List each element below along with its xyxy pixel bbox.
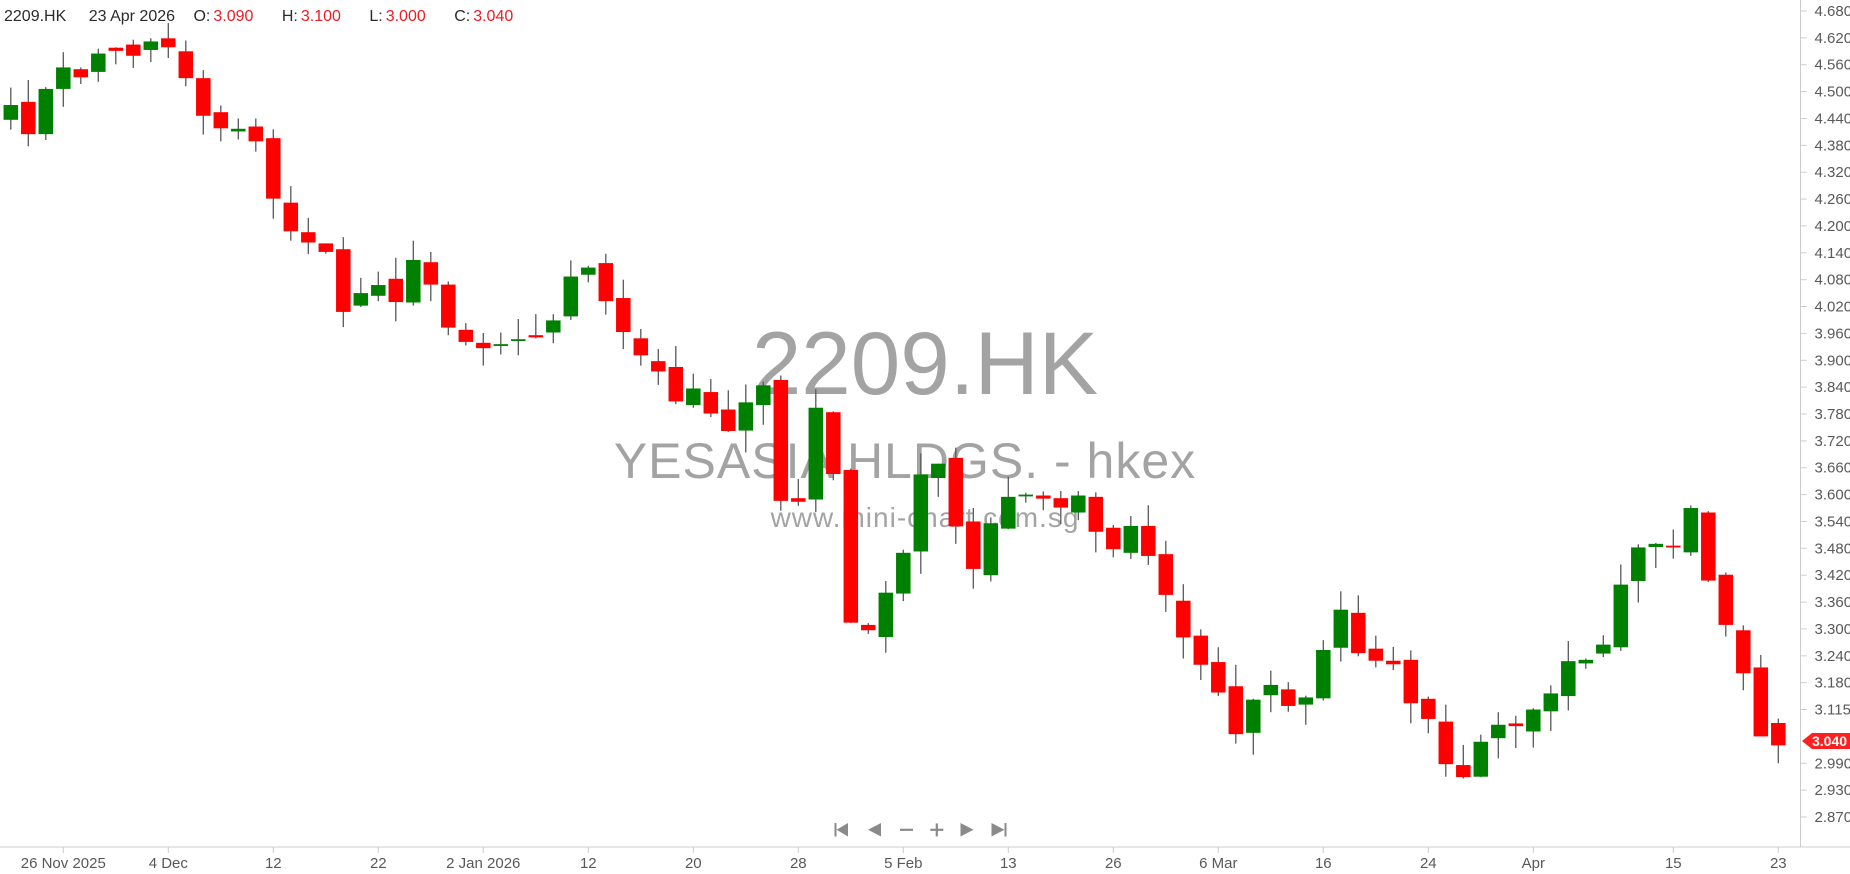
- svg-text:3.720: 3.720: [1815, 433, 1850, 450]
- svg-text:26 Nov 2025: 26 Nov 2025: [21, 855, 106, 872]
- svg-text:3.240: 3.240: [1815, 648, 1850, 665]
- svg-text:28: 28: [790, 855, 807, 872]
- svg-text:15: 15: [1665, 855, 1682, 872]
- svg-text:6 Mar: 6 Mar: [1199, 855, 1237, 872]
- svg-text:3.300: 3.300: [1815, 621, 1850, 638]
- svg-text:3.360: 3.360: [1815, 594, 1850, 611]
- svg-text:3.115: 3.115: [1815, 702, 1850, 719]
- svg-text:3.900: 3.900: [1815, 352, 1850, 369]
- svg-text:4.500: 4.500: [1815, 84, 1850, 101]
- svg-text:4.200: 4.200: [1815, 218, 1850, 235]
- svg-text:3.540: 3.540: [1815, 514, 1850, 531]
- svg-text:4 Dec: 4 Dec: [149, 855, 189, 872]
- svg-text:4.440: 4.440: [1815, 111, 1850, 128]
- svg-text:4.260: 4.260: [1815, 191, 1850, 208]
- svg-text:3.600: 3.600: [1815, 487, 1850, 504]
- svg-text:Apr: Apr: [1522, 855, 1545, 872]
- svg-text:4.560: 4.560: [1815, 57, 1850, 74]
- svg-text:23: 23: [1770, 855, 1787, 872]
- svg-text:13: 13: [1000, 855, 1017, 872]
- svg-text:5 Feb: 5 Feb: [884, 855, 922, 872]
- svg-text:26: 26: [1105, 855, 1122, 872]
- svg-text:3.180: 3.180: [1815, 675, 1850, 692]
- svg-text:2.990: 2.990: [1815, 755, 1850, 772]
- svg-text:4.680: 4.680: [1815, 3, 1850, 20]
- svg-text:4.140: 4.140: [1815, 245, 1850, 262]
- svg-text:22: 22: [370, 855, 387, 872]
- svg-text:3.660: 3.660: [1815, 460, 1850, 477]
- svg-text:4.620: 4.620: [1815, 30, 1850, 47]
- svg-text:2.930: 2.930: [1815, 782, 1850, 799]
- svg-text:4.080: 4.080: [1815, 272, 1850, 289]
- svg-text:2.870: 2.870: [1815, 809, 1850, 826]
- svg-text:3.840: 3.840: [1815, 379, 1850, 396]
- svg-text:12: 12: [580, 855, 597, 872]
- svg-text:2 Jan 2026: 2 Jan 2026: [446, 855, 520, 872]
- svg-text:3.420: 3.420: [1815, 567, 1850, 584]
- svg-text:16: 16: [1315, 855, 1332, 872]
- svg-text:4.380: 4.380: [1815, 137, 1850, 154]
- svg-text:20: 20: [685, 855, 702, 872]
- svg-text:4.020: 4.020: [1815, 299, 1850, 316]
- svg-text:3.780: 3.780: [1815, 406, 1850, 423]
- svg-text:3.960: 3.960: [1815, 325, 1850, 342]
- svg-text:3.480: 3.480: [1815, 540, 1850, 557]
- svg-text:4.320: 4.320: [1815, 164, 1850, 181]
- svg-text:12: 12: [265, 855, 282, 872]
- svg-text:24: 24: [1420, 855, 1437, 872]
